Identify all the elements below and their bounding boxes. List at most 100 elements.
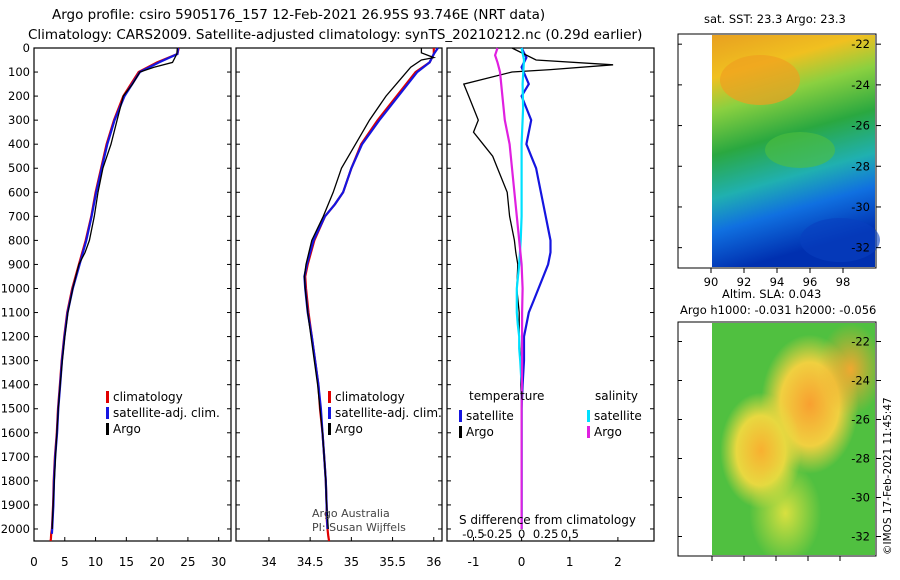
legend-heading: salinity <box>595 389 638 403</box>
sst-green-patch <box>765 132 835 168</box>
plot-title-line1: Argo profile: csiro 5905176_157 12-Feb-2… <box>52 7 546 23</box>
legend-label: Argo <box>594 425 622 439</box>
sla-high-4 <box>712 323 875 555</box>
y-tick-label: 1400 <box>1 378 30 392</box>
legend-swatch <box>328 407 331 419</box>
y-tick-label: 200 <box>8 89 30 103</box>
salinity-chart: 34 34.5 35 35.5 36 climatology satellite-adj. … <box>235 47 443 569</box>
sst-warm-patch <box>720 55 800 105</box>
y-tick-label: 800 <box>8 233 30 247</box>
x-tick-label: -1 <box>467 555 479 569</box>
legend-swatch <box>587 426 590 438</box>
x-tick-label: 5 <box>61 555 69 569</box>
upper-tick-label: -0.25 <box>483 527 513 541</box>
series-argo <box>303 48 437 530</box>
y-tick-label: 1700 <box>1 450 30 464</box>
y-tick-label: 1600 <box>1 426 30 440</box>
y-tick-label: 1800 <box>1 474 30 488</box>
y-tick-label: 500 <box>8 161 30 175</box>
y-tick-label: 2000 <box>1 522 30 536</box>
legend-label: satellite-adj. clim. <box>113 406 220 420</box>
x-tick-label: 2 <box>614 555 622 569</box>
map-y-tick-label: -22 <box>851 335 870 349</box>
map-y-tick-label: -30 <box>851 200 870 214</box>
map-x-tick-label: 92 <box>737 275 752 289</box>
sst-cold-patch <box>800 218 880 262</box>
legend-label: satellite <box>594 409 642 423</box>
map-x-tick-label: 96 <box>803 275 818 289</box>
legend-swatch <box>106 391 109 403</box>
y-tick-label: 1200 <box>1 330 30 344</box>
map-y-tick-label: -28 <box>851 452 870 466</box>
map-y-tick-label: -26 <box>851 119 870 133</box>
legend-label: satellite-adj. clim. <box>335 406 442 420</box>
series-temperature-satellite <box>520 47 552 529</box>
y-tick-label: 100 <box>8 65 30 79</box>
x-tick-label: 35 <box>344 555 359 569</box>
map-y-tick-label: -32 <box>851 241 870 255</box>
x-tick-label: 10 <box>88 555 103 569</box>
x-tick-label: 20 <box>149 555 164 569</box>
map-y-tick-label: -26 <box>851 413 870 427</box>
y-tick-label: 1500 <box>1 402 30 416</box>
y-tick-label: 1100 <box>1 306 30 320</box>
legend-swatch <box>459 426 462 438</box>
y-tick-label: 600 <box>8 185 30 199</box>
difference-frame <box>446 47 655 542</box>
map-x-tick-label: 94 <box>770 275 785 289</box>
upper-tick-label: -0.5 <box>462 527 484 541</box>
legend-label: satellite <box>466 409 514 423</box>
y-tick-label: 700 <box>8 209 30 223</box>
legend-label: Argo <box>466 425 494 439</box>
map-y-tick-label: -24 <box>851 78 870 92</box>
upper-tick-label: 0 <box>518 527 525 541</box>
upper-tick-label: 0.5 <box>561 527 579 541</box>
x-tick-label: 15 <box>119 555 134 569</box>
sst-map-title: sat. SST: 23.3 Argo: 23.3 <box>704 12 846 26</box>
temperature-chart: 0 100 200 300 400 500 600 700 800 900 1000 1100 1200… <box>1 41 232 569</box>
x-axis-title: S difference from climatology <box>459 513 636 527</box>
legend-label: climatology <box>113 390 183 404</box>
legend-label: Argo <box>335 422 363 436</box>
y-tick-label: 900 <box>8 257 30 271</box>
legend-swatch <box>587 410 590 422</box>
x-tick-label: 34 <box>261 555 276 569</box>
x-tick-label: 1 <box>566 555 574 569</box>
y-tick-label: 1000 <box>1 281 30 295</box>
sst-map: -22 -24 -26 -28 -30 -32 90 92 94 96 98 <box>677 33 881 289</box>
x-tick-label: 0 <box>518 555 526 569</box>
legend-swatch <box>328 391 331 403</box>
temperature-frame <box>33 47 232 542</box>
upper-tick-label: 0.25 <box>533 527 559 541</box>
sla-title: Altim. SLA: 0.043 <box>722 287 822 301</box>
y-tick-label: 1300 <box>1 354 30 368</box>
legend-swatch <box>328 423 331 435</box>
x-tick-label: 34.5 <box>297 555 324 569</box>
legend-swatch <box>106 423 109 435</box>
series-argo <box>51 47 179 530</box>
legend-swatch <box>459 410 462 422</box>
map-y-tick-label: -24 <box>851 374 870 388</box>
y-tick-label: 300 <box>8 113 30 127</box>
map-y-tick-label: -30 <box>851 491 870 505</box>
plot-title-line2: Climatology: CARS2009. Satellite-adjuste… <box>28 27 643 43</box>
legend-heading: temperature <box>469 389 544 403</box>
x-tick-label: 30 <box>211 555 226 569</box>
credit-text: PI: Susan Wijffels <box>312 521 406 534</box>
credit-text: Argo Australia <box>312 507 390 520</box>
map-y-tick-label: -32 <box>851 530 870 544</box>
y-tick-label: 400 <box>8 137 30 151</box>
legend-swatch <box>106 407 109 419</box>
legend-label: Argo <box>113 422 141 436</box>
x-tick-label: 36 <box>426 555 441 569</box>
map-y-tick-label: -22 <box>851 37 870 51</box>
map-x-tick-label: 98 <box>836 275 851 289</box>
series-salinity-argo <box>493 47 524 529</box>
x-tick-label: 0 <box>30 555 38 569</box>
difference-chart: -1 0 1 2 temperature salinity satellite Argo sat… <box>446 47 655 569</box>
map-y-tick-label: -28 <box>851 159 870 173</box>
y-tick-label: 1900 <box>1 498 30 512</box>
legend-label: climatology <box>335 390 405 404</box>
sla-heights: Argo h1000: -0.031 h2000: -0.056 <box>680 303 877 317</box>
